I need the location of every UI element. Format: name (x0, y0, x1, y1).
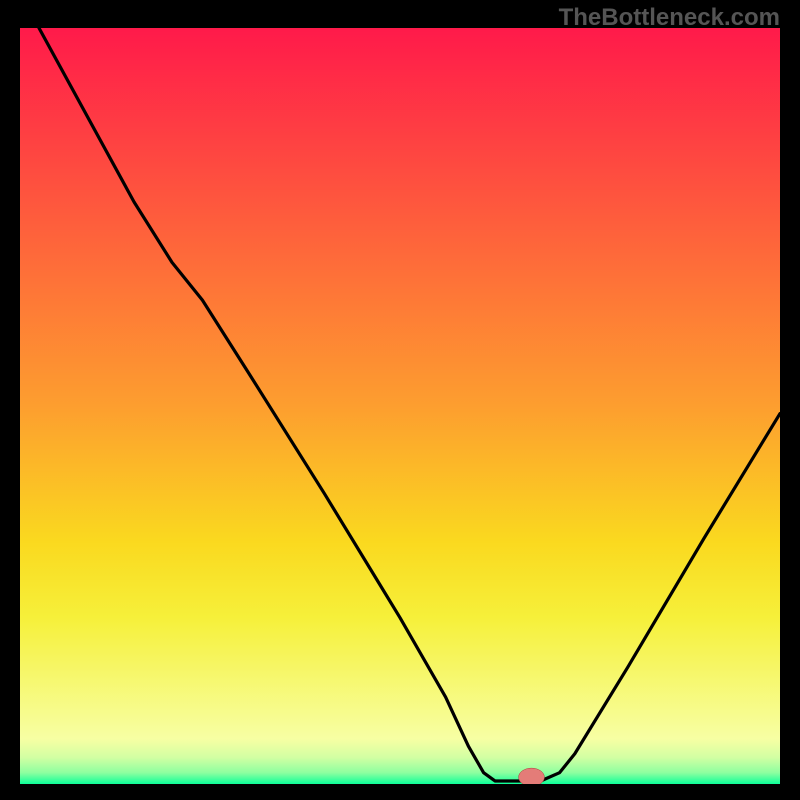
bottleneck-curve-svg (20, 28, 780, 784)
chart-plot-area (20, 28, 780, 784)
optimal-marker (519, 768, 545, 784)
watermark-text: TheBottleneck.com (559, 4, 780, 32)
bottleneck-curve (39, 28, 780, 781)
